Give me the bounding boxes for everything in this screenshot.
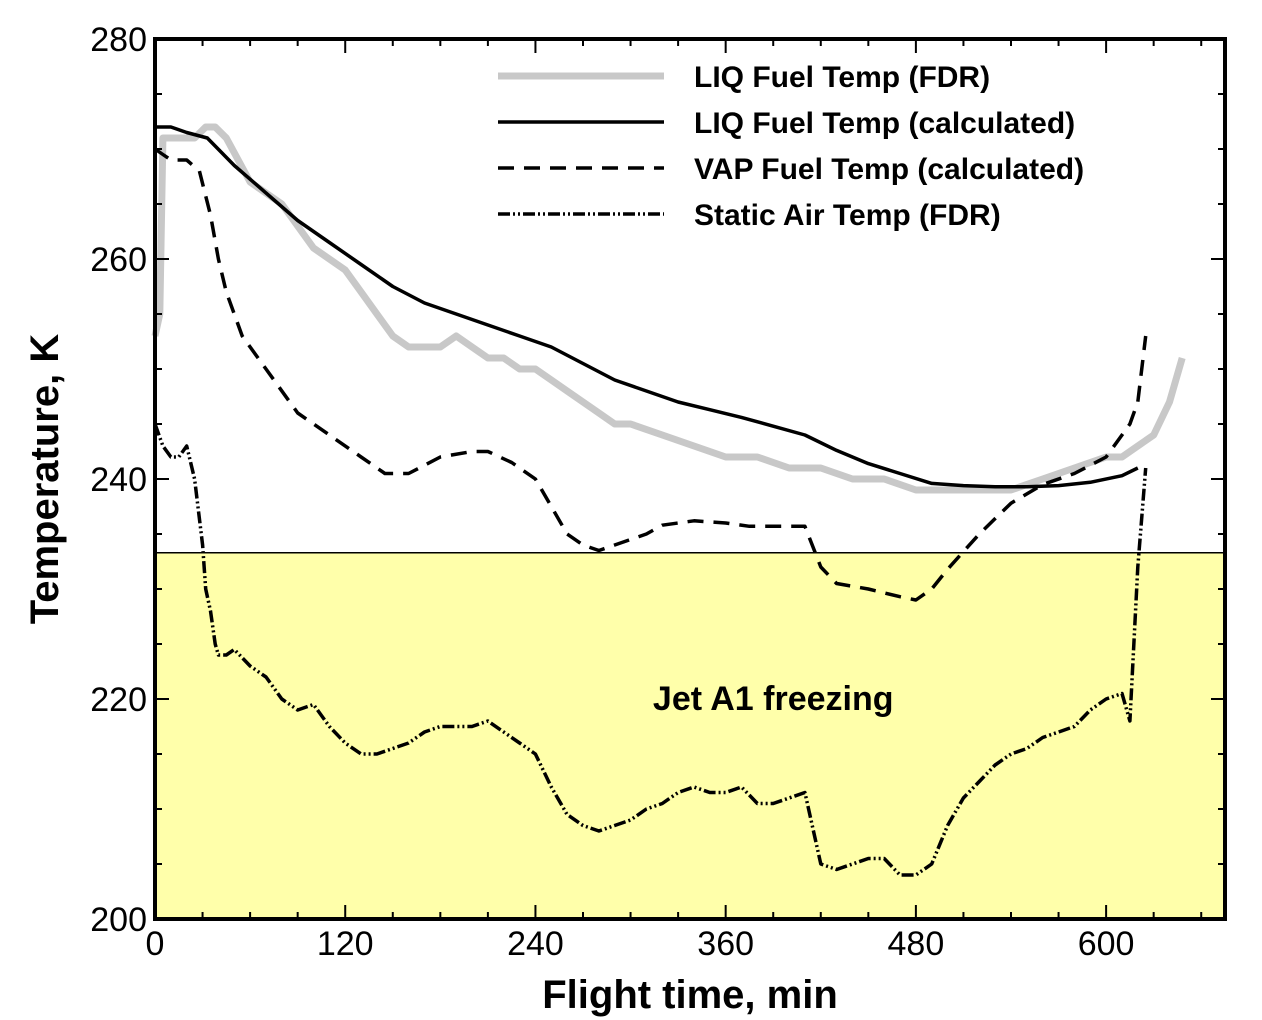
x-tick-label: 120 xyxy=(317,925,374,963)
legend-label-0: LIQ Fuel Temp (FDR) xyxy=(694,61,990,94)
legend-label-1: LIQ Fuel Temp (calculated) xyxy=(694,107,1075,140)
y-tick-label: 200 xyxy=(90,901,147,939)
series-line-2 xyxy=(154,147,1148,602)
series-line-1 xyxy=(155,125,1139,489)
x-tick-label: 480 xyxy=(888,925,945,963)
y-tick-label: 280 xyxy=(90,21,147,59)
y-tick-label: 240 xyxy=(90,461,147,499)
freezing-region xyxy=(155,552,1225,919)
tick-layer: 0 120 240 360 480 600 200 220 240 260 280 xyxy=(90,21,1225,963)
annotation-jet-a1-freezing: Jet A1 freezing xyxy=(653,680,894,718)
x-axis-title: Flight time, min xyxy=(542,973,838,1017)
legend: LIQ Fuel Temp (FDR) LIQ Fuel Temp (calcul… xyxy=(498,61,1084,232)
series-line-3 xyxy=(153,423,1148,877)
x-tick-label: 600 xyxy=(1078,925,1135,963)
y-tick-label: 260 xyxy=(90,241,147,279)
series-layer xyxy=(151,123,1186,877)
y-tick-label: 220 xyxy=(90,681,147,719)
legend-label-2: VAP Fuel Temp (calculated) xyxy=(694,153,1084,186)
x-tick-label: 0 xyxy=(146,925,165,963)
x-tick-label: 360 xyxy=(697,925,754,963)
legend-label-3: Static Air Temp (FDR) xyxy=(694,199,1001,232)
x-tick-label: 240 xyxy=(507,925,564,963)
y-axis-title: Temperature, K xyxy=(23,334,67,625)
